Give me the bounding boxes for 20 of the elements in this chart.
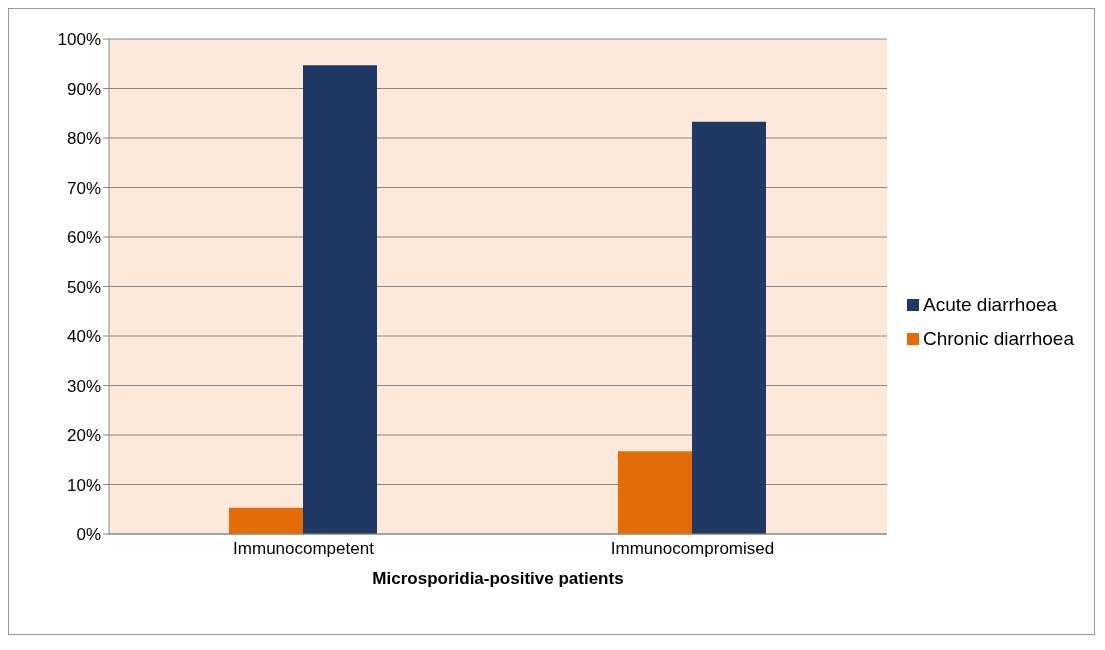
legend-label: Chronic diarrhoea <box>922 327 1074 349</box>
y-tick-label: 100% <box>57 30 101 50</box>
bar <box>617 451 692 534</box>
y-tick-label: 10% <box>66 475 101 495</box>
y-tick-label: 70% <box>66 178 101 198</box>
y-tick-label: 50% <box>66 277 101 297</box>
x-axis-title: Microsporidia-positive patients <box>372 569 624 588</box>
x-tick-label: Immunocompetent <box>233 539 375 559</box>
legend-label: Acute diarrhoea <box>922 293 1058 315</box>
y-tick-label: 20% <box>66 426 101 446</box>
bar <box>303 65 377 534</box>
y-tick-label: 40% <box>66 327 101 347</box>
y-tick-label: 30% <box>66 376 101 396</box>
y-tick-label: 80% <box>66 129 101 149</box>
y-tick-label: 0% <box>76 525 101 545</box>
y-tick-label: 90% <box>66 79 101 99</box>
bar <box>229 507 303 534</box>
x-tick-label: Immunocompromised <box>610 539 775 559</box>
bar <box>691 121 766 534</box>
y-tick-label: 60% <box>66 228 101 248</box>
